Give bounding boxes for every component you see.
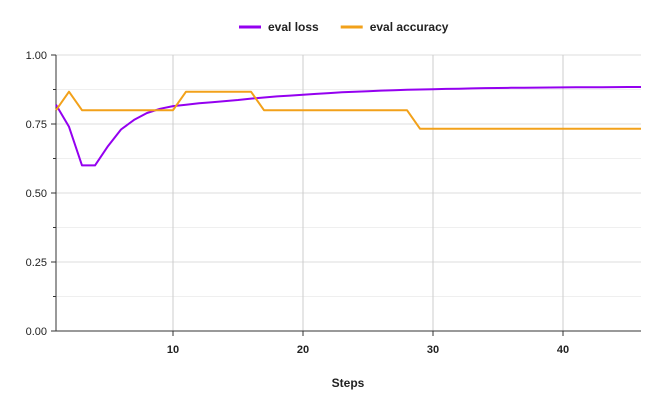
grid	[56, 54, 641, 331]
x-axis-label: Steps	[332, 376, 365, 390]
series-line-eval-accuracy	[55, 90, 641, 130]
y-tick-label: 0.75	[26, 119, 47, 131]
y-tick-label: 0.50	[26, 188, 47, 200]
legend[interactable]: eval loss eval accuracy	[239, 20, 449, 34]
y-tick-label: 1.00	[26, 50, 47, 62]
series-group	[55, 86, 641, 167]
x-tick-label: 40	[557, 344, 569, 356]
axes: 0.00 0.25 0.50 0.75 1.00 10 20 30 40	[26, 50, 641, 356]
y-tick-label: 0.25	[26, 257, 47, 269]
x-tick-label: 20	[297, 344, 309, 356]
legend-label: eval loss	[268, 20, 319, 34]
series-line-eval-loss	[55, 86, 641, 167]
legend-label: eval accuracy	[370, 20, 449, 34]
x-tick-label: 10	[167, 344, 179, 356]
x-tick-label: 30	[427, 344, 439, 356]
legend-item-eval-accuracy[interactable]: eval accuracy	[340, 20, 449, 34]
legend-item-eval-loss[interactable]: eval loss	[239, 20, 319, 34]
y-tick-label: 0.00	[26, 326, 47, 338]
